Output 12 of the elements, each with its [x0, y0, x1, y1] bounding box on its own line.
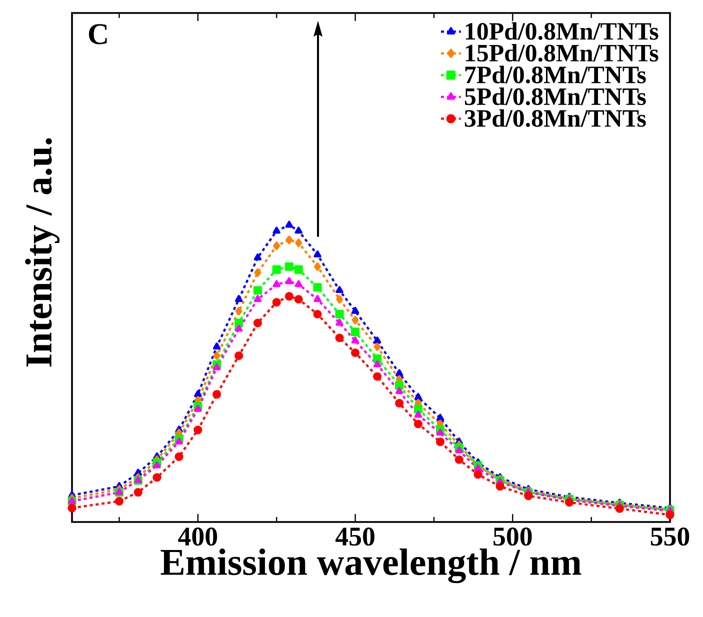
legend-label: 3Pd/0.8Mn/TNTs	[464, 109, 646, 127]
legend-label: 5Pd/0.8Mn/TNTs	[464, 88, 646, 106]
legend-label: 7Pd/0.8Mn/TNTs	[465, 66, 646, 84]
x-tick-label: 500	[494, 528, 532, 546]
legend-label: 15Pd/0.8Mn/TNTs	[466, 44, 658, 62]
x-axis-title: Emission wavelength / nm	[160, 548, 582, 584]
x-tick-label: 450	[335, 528, 374, 546]
y-axis-title: Intensity / a.u.	[25, 138, 60, 367]
x-tick-label: 400	[178, 528, 218, 546]
legend-label: 10Pd/0.8Mn/TNTs	[466, 22, 658, 40]
text: C	[88, 24, 107, 44]
x-tick-label: 550	[650, 528, 690, 546]
